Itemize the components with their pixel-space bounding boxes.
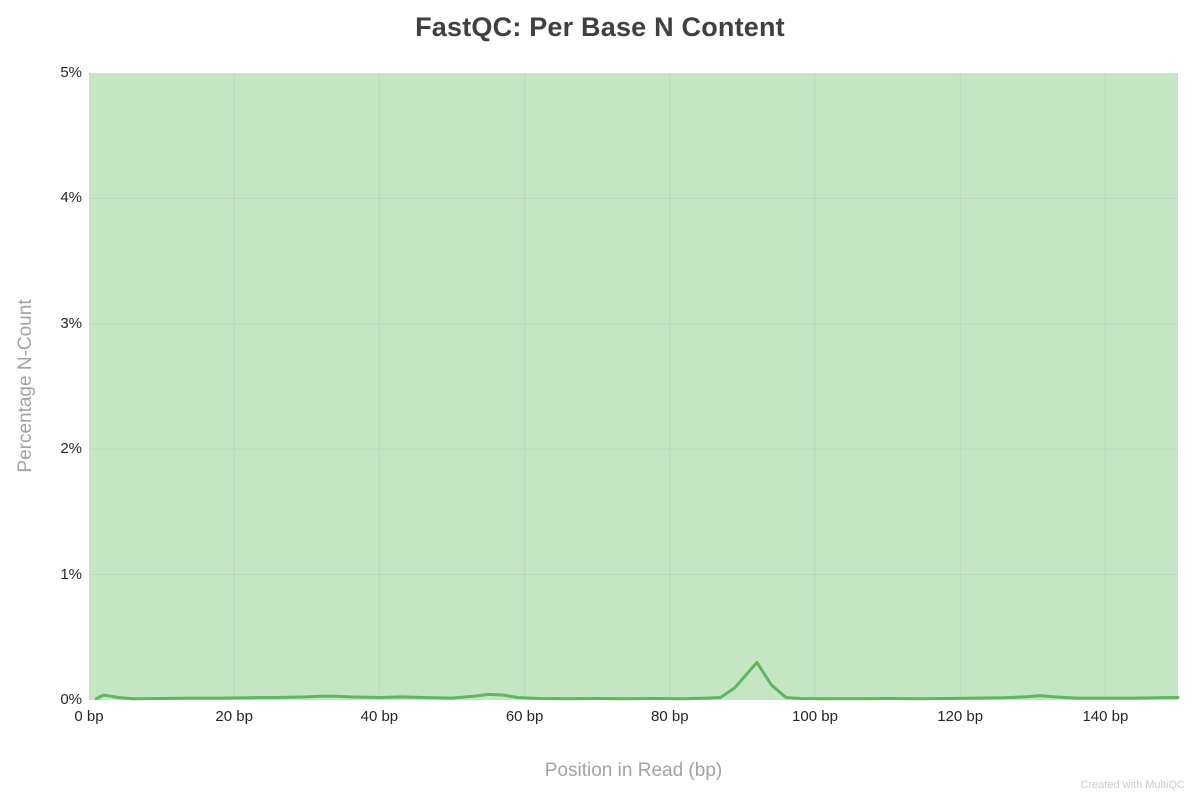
y-tick-label: 3% [60,314,82,332]
x-tick-label: 20 bp [215,708,253,725]
x-axis-title: Position in Read (bp) [544,760,723,781]
y-tick-label: 0% [60,691,82,708]
x-tick-label: 40 bp [360,708,399,725]
x-tick-label: 80 bp [651,708,689,725]
y-tick-label: 5% [60,64,82,81]
x-tick-label: 60 bp [505,708,544,725]
series-line[interactable] [94,660,1180,701]
x-tick-label: 140 bp [1082,708,1129,725]
chart-title: FastQC: Per Base N Content [415,12,785,42]
multiqc-credit: Created with MultiQC [1080,779,1185,791]
plot-area[interactable] [89,73,1180,701]
y-tick-label: 2% [60,440,82,458]
y-tick-label: 1% [60,565,82,583]
x-tick-label: 120 bp [937,708,984,725]
y-tick-label: 4% [60,189,82,207]
n-content-line-chart[interactable] [89,73,1180,701]
x-tick-label: 100 bp [792,708,838,725]
x-tick-label: 0 bp [74,708,104,725]
